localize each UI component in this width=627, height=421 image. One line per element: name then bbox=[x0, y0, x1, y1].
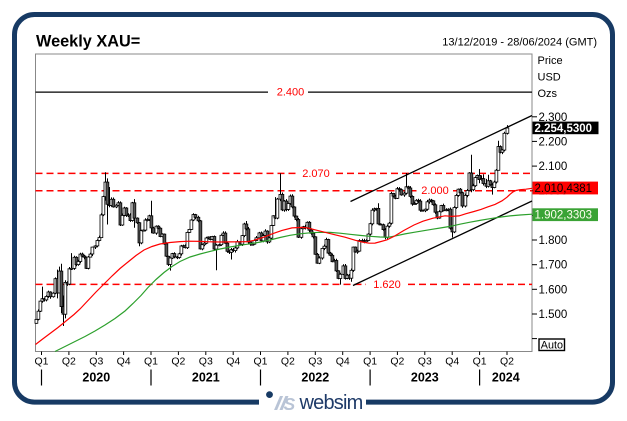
svg-text:2.010,4381: 2.010,4381 bbox=[535, 183, 593, 195]
svg-text:Weekly XAU=: Weekly XAU= bbox=[36, 33, 140, 51]
svg-text:2.254,5300: 2.254,5300 bbox=[535, 123, 593, 135]
svg-text:Q1: Q1 bbox=[473, 356, 487, 368]
svg-text:Q2: Q2 bbox=[171, 356, 185, 368]
svg-text:websim: websim bbox=[299, 392, 363, 414]
svg-text:Q3: Q3 bbox=[89, 356, 103, 368]
svg-text:2023: 2023 bbox=[411, 371, 439, 385]
svg-text:1.800: 1.800 bbox=[539, 235, 568, 247]
svg-text:Ozs: Ozs bbox=[538, 88, 558, 100]
svg-text:Q4: Q4 bbox=[117, 356, 131, 368]
svg-text:Q1: Q1 bbox=[363, 356, 377, 368]
svg-text:2024: 2024 bbox=[492, 371, 520, 385]
svg-text:Q2: Q2 bbox=[390, 356, 404, 368]
svg-text:2020: 2020 bbox=[82, 371, 110, 385]
svg-text:2.070: 2.070 bbox=[302, 168, 330, 180]
svg-text:1.700: 1.700 bbox=[539, 260, 568, 272]
svg-text:Q1: Q1 bbox=[144, 356, 158, 368]
svg-text:Price: Price bbox=[538, 55, 563, 67]
svg-text:2022: 2022 bbox=[301, 371, 329, 385]
svg-text:Q1: Q1 bbox=[253, 356, 267, 368]
svg-text:2.300: 2.300 bbox=[539, 112, 568, 124]
svg-text:USD: USD bbox=[538, 72, 561, 84]
svg-text:1.902,3303: 1.902,3303 bbox=[535, 210, 593, 222]
svg-text:Auto: Auto bbox=[541, 340, 563, 352]
svg-text:Q3: Q3 bbox=[199, 356, 213, 368]
svg-text:Q3: Q3 bbox=[308, 356, 322, 368]
svg-text:Q2: Q2 bbox=[500, 356, 514, 368]
svg-text:Q3: Q3 bbox=[418, 356, 432, 368]
svg-text:S: S bbox=[284, 394, 296, 414]
svg-text:1.600: 1.600 bbox=[539, 284, 568, 296]
svg-text:2.000: 2.000 bbox=[421, 185, 449, 197]
svg-text:Q4: Q4 bbox=[336, 356, 350, 368]
svg-text:Q1: Q1 bbox=[34, 356, 48, 368]
svg-text:2.200: 2.200 bbox=[539, 136, 568, 148]
svg-text:2.100: 2.100 bbox=[539, 161, 568, 173]
svg-text:13/12/2019 - 28/06/2024 (GMT): 13/12/2019 - 28/06/2024 (GMT) bbox=[442, 37, 597, 49]
svg-text:1.500: 1.500 bbox=[539, 309, 568, 321]
svg-text:1.620: 1.620 bbox=[373, 279, 401, 291]
svg-text:2021: 2021 bbox=[192, 371, 220, 385]
svg-text:2.400: 2.400 bbox=[277, 87, 305, 99]
svg-text:Q2: Q2 bbox=[62, 356, 76, 368]
svg-text:Q4: Q4 bbox=[226, 356, 240, 368]
svg-text:Q4: Q4 bbox=[445, 356, 459, 368]
svg-text:Q2: Q2 bbox=[281, 356, 295, 368]
